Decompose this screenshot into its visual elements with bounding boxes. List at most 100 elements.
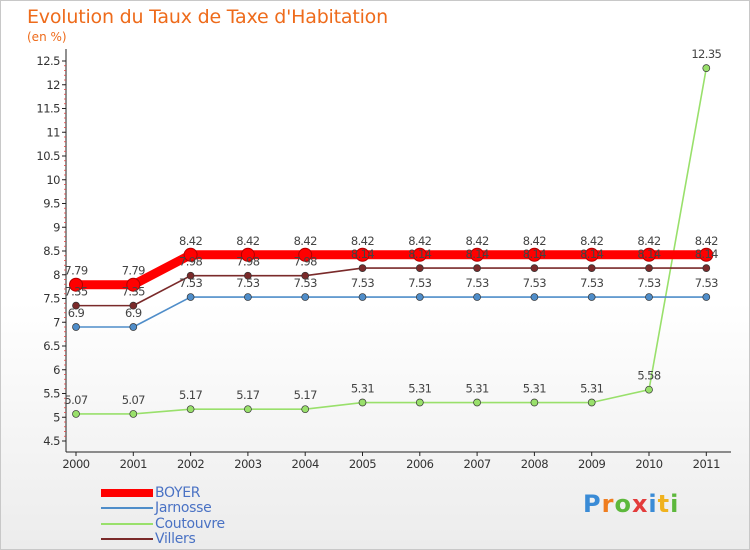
x-tick-label: 2003 [234, 457, 261, 471]
y-tick-label: 5 [53, 410, 60, 424]
legend-swatch [101, 507, 153, 510]
data-point [129, 301, 138, 310]
data-point [355, 247, 370, 262]
data-point [72, 323, 80, 331]
y-tick-label: 8 [53, 268, 60, 282]
data-label: 7.53 [580, 276, 603, 290]
data-point [702, 64, 711, 72]
data-point [186, 271, 195, 280]
legend-swatch [101, 522, 153, 525]
data-point [473, 398, 481, 407]
data-label: 7.35 [64, 285, 87, 299]
data-label: 5.07 [64, 393, 87, 407]
data-point [126, 277, 141, 292]
y-tick-label: 5.5 [43, 387, 60, 401]
data-label: 5.58 [637, 369, 660, 383]
data-label: 8.42 [236, 234, 259, 248]
x-tick-label: 2004 [292, 457, 319, 471]
data-label: 5.31 [351, 382, 374, 396]
data-label: 8.42 [408, 234, 431, 248]
data-point [301, 271, 310, 280]
x-tick-label: 2008 [521, 457, 548, 471]
x-tick-label: 2000 [62, 457, 89, 471]
y-tick-label: 9 [53, 220, 60, 234]
data-point [642, 247, 656, 262]
data-label: 8.42 [351, 234, 374, 248]
data-label: 7.53 [695, 276, 718, 290]
data-point [301, 405, 310, 414]
y-tick-label: 4.5 [43, 434, 60, 448]
data-label: 5.31 [523, 382, 546, 396]
data-point [358, 264, 367, 272]
y-tick-label: 11.5 [36, 102, 60, 116]
data-label: 8.42 [523, 234, 546, 248]
data-point [358, 293, 367, 301]
data-point [527, 247, 542, 262]
data-label: 8.14 [523, 247, 546, 261]
proxiti-logo: Proxiti [583, 490, 679, 518]
data-label: 8.42 [294, 234, 317, 248]
data-point [587, 398, 596, 407]
data-label: 8.14 [465, 247, 488, 261]
series-line-villers [75, 267, 708, 307]
logo-letter: x [631, 490, 649, 518]
series-line-jarnosse [75, 296, 708, 328]
legend-label: Jarnosse [155, 500, 212, 517]
data-label: 7.53 [179, 276, 202, 290]
x-tick-label: 2005 [349, 457, 376, 471]
y-tick-label: 9.5 [43, 197, 60, 211]
data-point [186, 405, 195, 414]
legend: BOYER Jarnosse Coutouvre Villers [101, 485, 225, 547]
data-point [699, 247, 714, 262]
chart-title: Evolution du Taux de Taxe d'Habitation [27, 6, 388, 28]
data-point [415, 264, 424, 272]
data-label: 8.14 [580, 247, 603, 261]
data-label: 7.98 [236, 255, 259, 269]
data-label: 12.35 [691, 47, 721, 61]
y-tick-label: 11 [46, 125, 60, 139]
x-tick-label: 2001 [120, 457, 147, 471]
data-point [530, 293, 539, 301]
data-label: 5.31 [408, 382, 431, 396]
logo-letter: i [648, 490, 658, 518]
data-point [702, 293, 711, 301]
data-label: 8.14 [351, 247, 374, 261]
x-tick-label: 2006 [406, 457, 433, 471]
logo-letter: i [670, 490, 680, 518]
legend-item: Villers [101, 531, 225, 547]
data-point [415, 293, 424, 301]
logo-letter: r [601, 490, 615, 518]
data-point [530, 264, 539, 272]
y-tick-label: 8.5 [43, 244, 60, 258]
data-label: 7.98 [179, 255, 202, 269]
data-point [240, 247, 255, 262]
data-point [72, 301, 80, 310]
series-line-coutouvre [75, 67, 708, 415]
legend-swatch [101, 488, 153, 497]
legend-label: BOYER [155, 484, 201, 501]
data-point [244, 293, 252, 301]
data-label: 5.31 [580, 382, 603, 396]
data-point [183, 247, 198, 262]
data-point [186, 293, 195, 301]
x-tick-label: 2002 [177, 457, 204, 471]
data-point [530, 398, 539, 407]
data-label: 8.42 [637, 234, 660, 248]
data-label: 6.9 [68, 306, 85, 320]
y-tick-label: 12.5 [36, 54, 60, 68]
y-tick-label: 10.5 [36, 149, 60, 163]
data-label: 8.42 [179, 234, 202, 248]
data-label: 8.42 [580, 234, 603, 248]
data-point [702, 264, 711, 272]
data-label: 7.79 [122, 264, 145, 278]
data-label: 5.17 [179, 388, 202, 402]
data-point [244, 271, 252, 280]
legend-swatch [101, 538, 153, 541]
data-point [415, 398, 424, 407]
data-label: 7.53 [351, 276, 374, 290]
data-point [129, 323, 138, 331]
legend-label: Coutouvre [155, 515, 225, 532]
data-label: 7.35 [122, 285, 145, 299]
data-label: 8.14 [695, 247, 718, 261]
